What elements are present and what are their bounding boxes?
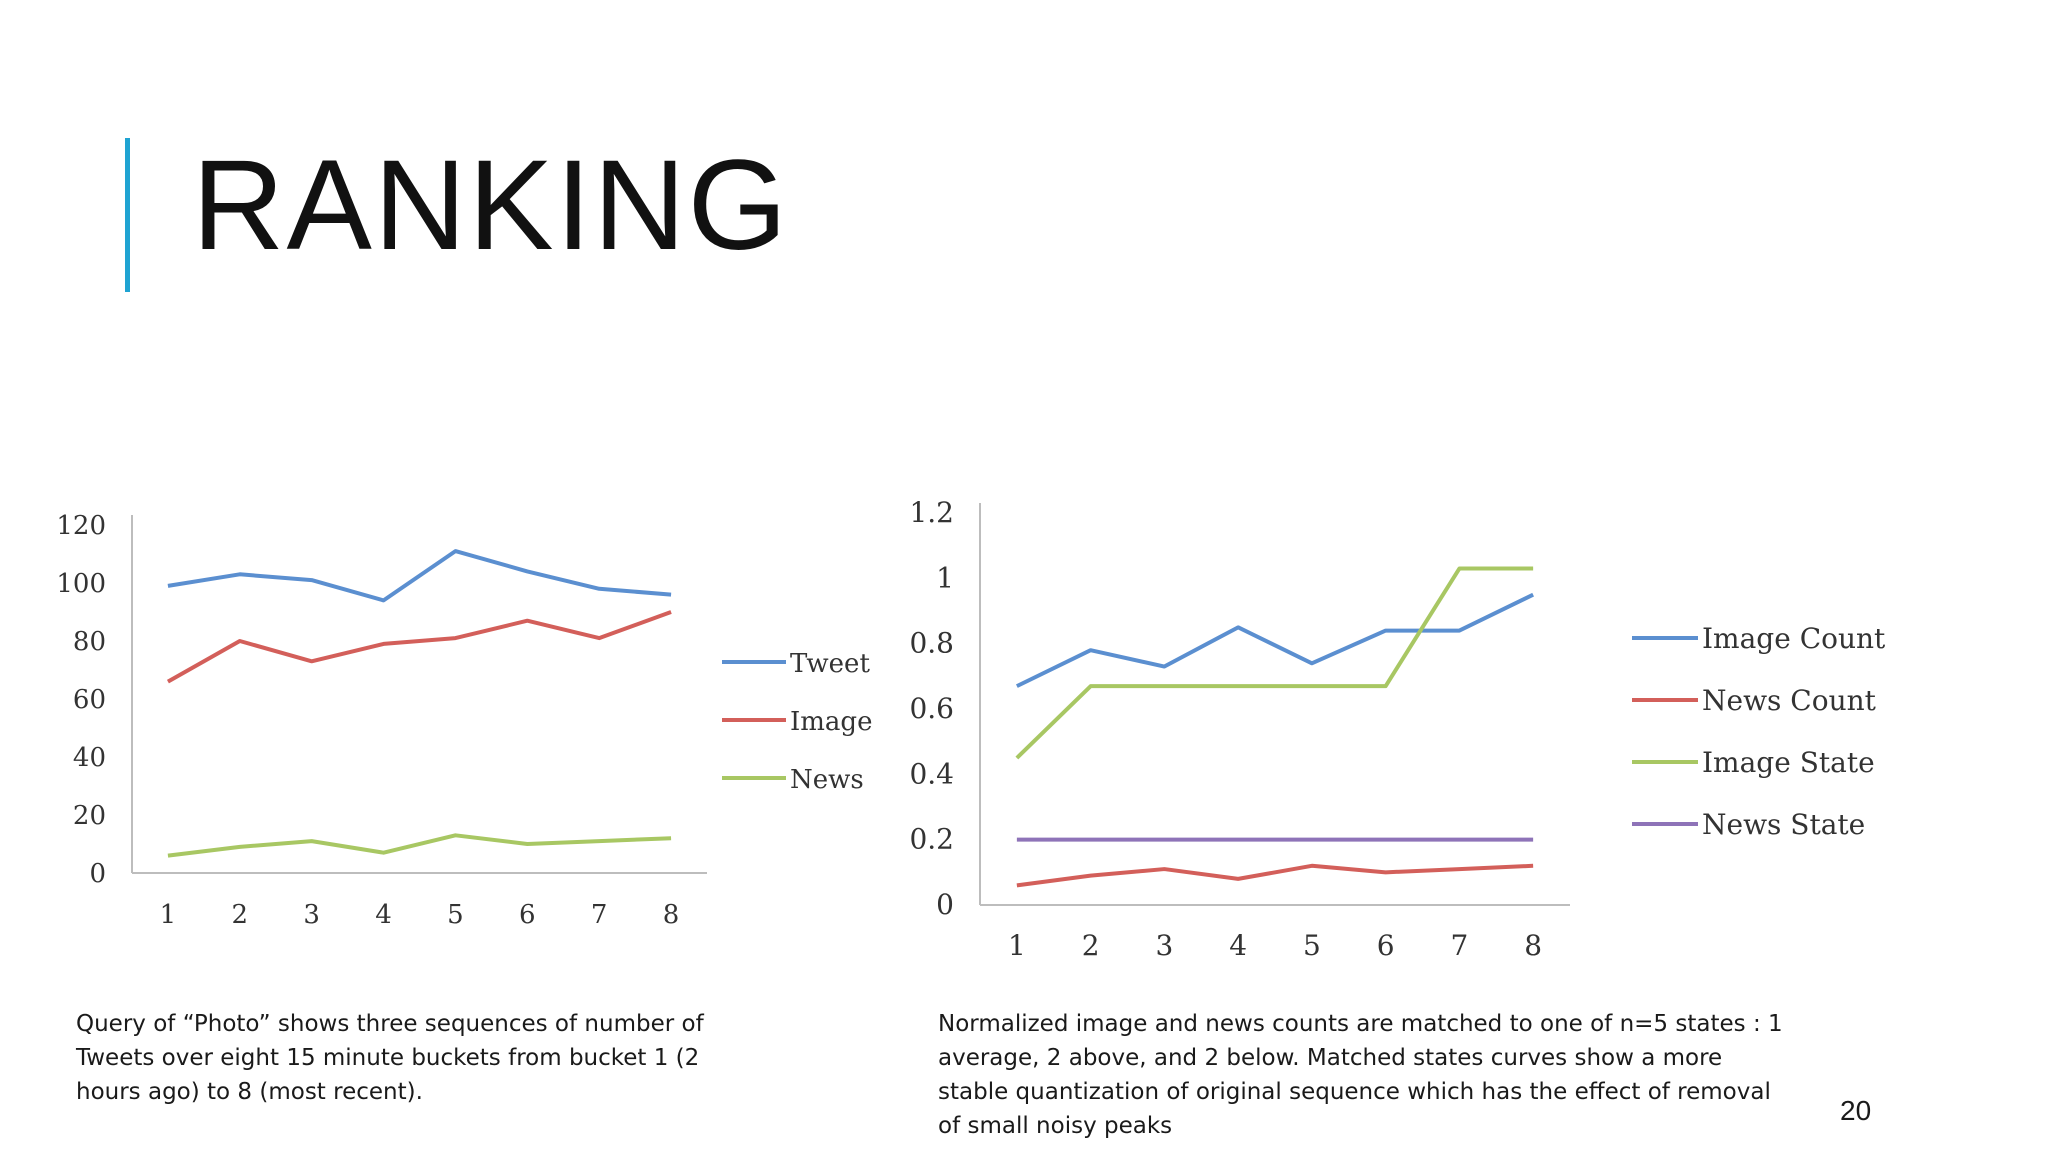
slide-number: 20 bbox=[1840, 1095, 1872, 1126]
series-line-news bbox=[167, 833, 672, 858]
chart-normalized-states: 0 0.2 0.4 0.6 0.8 1 1.2 1 2 3 4 5 6 7 8 Image Count News… bbox=[909, 496, 1886, 962]
y-tick-label: 1 bbox=[936, 561, 954, 594]
y-tick-label: 0 bbox=[936, 888, 954, 921]
x-tick-label: 2 bbox=[232, 900, 249, 930]
series-line-image-count bbox=[1015, 592, 1535, 688]
legend-label: News State bbox=[1702, 808, 1865, 841]
x-tick-label: 8 bbox=[663, 900, 680, 930]
y-tick-label: 0 bbox=[89, 859, 106, 889]
y-tick-label: 100 bbox=[56, 569, 106, 599]
x-tick-label: 5 bbox=[447, 900, 464, 930]
caption-right: Normalized image and news counts are mat… bbox=[938, 1011, 1783, 1139]
legend-label: Image State bbox=[1702, 746, 1875, 779]
y-tick-label: 80 bbox=[73, 627, 106, 657]
y-tick-label: 0.6 bbox=[909, 692, 954, 725]
chart-tweet-counts: 0 20 40 60 80 100 120 1 2 3 4 5 6 7 8 Tweet Image News bbox=[56, 511, 872, 930]
x-tick-label: 3 bbox=[303, 900, 320, 930]
legend-label: News bbox=[790, 765, 864, 795]
series-line-news-count bbox=[1016, 863, 1534, 888]
x-tick-label: 7 bbox=[591, 900, 608, 930]
x-tick-label: 1 bbox=[1008, 929, 1026, 962]
y-tick-label: 60 bbox=[73, 685, 106, 715]
legend-label: News Count bbox=[1702, 684, 1877, 717]
y-tick-label: 0.4 bbox=[909, 757, 954, 790]
caption-left: Query of “Photo” shows three sequences o… bbox=[76, 1011, 704, 1105]
x-tick-label: 3 bbox=[1155, 929, 1173, 962]
title-accent-bar bbox=[125, 138, 130, 292]
x-tick-label: 6 bbox=[519, 900, 536, 930]
legend-label: Image bbox=[790, 707, 872, 737]
legend-label: Tweet bbox=[790, 649, 870, 679]
y-tick-label: 120 bbox=[56, 511, 106, 541]
x-tick-label: 4 bbox=[375, 900, 392, 930]
series-line-tweet bbox=[167, 549, 672, 603]
x-tick-label: 1 bbox=[160, 900, 177, 930]
y-tick-label: 40 bbox=[73, 743, 106, 773]
x-tick-label: 5 bbox=[1303, 929, 1321, 962]
series-line-image bbox=[166, 610, 672, 684]
x-tick-label: 4 bbox=[1229, 929, 1247, 962]
x-tick-label: 6 bbox=[1377, 929, 1395, 962]
slide-title: RANKING bbox=[192, 134, 790, 277]
y-tick-label: 0.2 bbox=[909, 823, 954, 856]
y-tick-label: 20 bbox=[73, 801, 106, 831]
y-tick-label: 1.2 bbox=[909, 496, 954, 529]
x-tick-label: 7 bbox=[1450, 929, 1468, 962]
x-tick-label: 2 bbox=[1082, 929, 1100, 962]
x-tick-label: 8 bbox=[1524, 929, 1542, 962]
y-tick-label: 0.8 bbox=[909, 627, 954, 660]
legend-label: Image Count bbox=[1702, 622, 1886, 655]
series-line-image-state bbox=[1015, 566, 1534, 760]
